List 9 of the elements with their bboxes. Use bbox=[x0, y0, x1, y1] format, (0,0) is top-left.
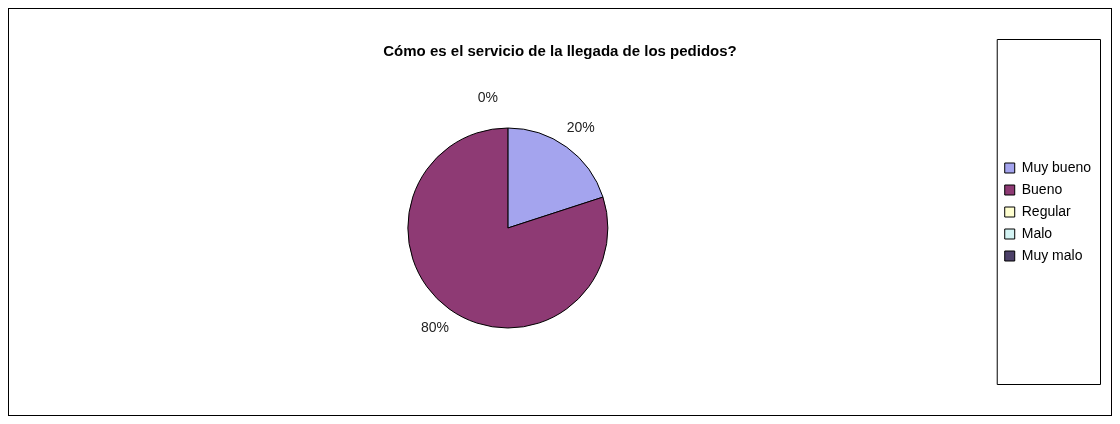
chart-title: Cómo es el servicio de la llegada de los pedidos? bbox=[383, 42, 737, 60]
legend-label: Muy malo bbox=[1021, 246, 1083, 263]
text: 0% bbox=[477, 88, 498, 105]
data-label: 80% bbox=[420, 319, 449, 336]
legend-label: Muy bueno bbox=[1021, 158, 1092, 175]
data-label: 20% bbox=[566, 118, 595, 135]
legend-label: Regular bbox=[1021, 202, 1072, 219]
legend-label: Malo bbox=[1021, 224, 1053, 241]
legend-label: Bueno bbox=[1021, 180, 1063, 197]
